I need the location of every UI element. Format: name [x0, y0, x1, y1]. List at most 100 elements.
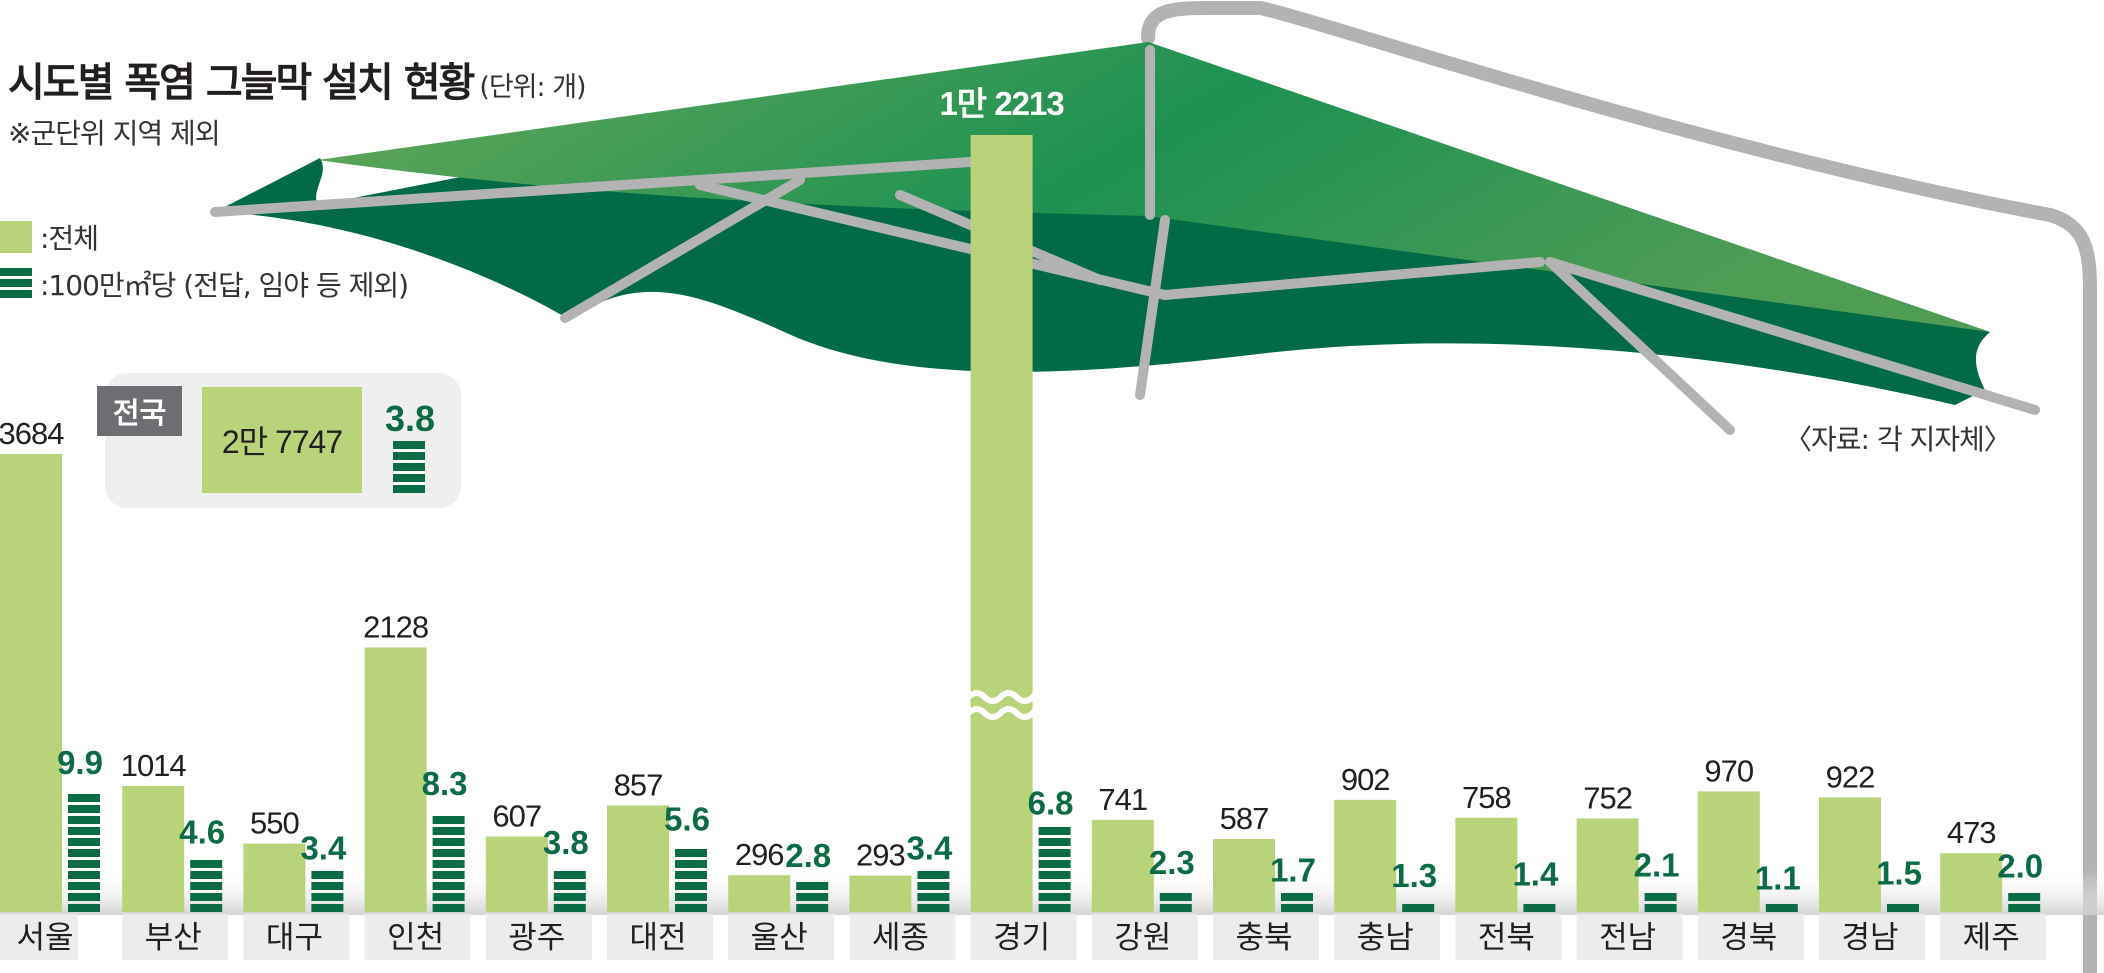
national-density-value: 3.8 [384, 398, 436, 439]
density-stripe [432, 816, 465, 824]
density-stripe [432, 882, 465, 890]
density-stripe [675, 893, 707, 901]
density-stripe [553, 882, 586, 890]
legend-swatch-total [0, 221, 32, 253]
bar-density-2 [190, 860, 223, 912]
legend-label-total: :전체 [40, 222, 99, 255]
bar-total-17 [1940, 853, 2003, 912]
density-stripe [432, 904, 465, 912]
density-stripe [432, 893, 465, 901]
category-bg-7 [728, 914, 835, 960]
density-value-label-6: 5.6 [664, 800, 710, 837]
total-value-label-12: 902 [1341, 762, 1390, 797]
source-note: 〈자료: 각 지자체〉 [1784, 423, 2012, 456]
density-value-label-3: 3.4 [300, 829, 347, 866]
density-stripe [68, 827, 100, 835]
density-value-label-16: 1.5 [1876, 854, 1922, 891]
total-value-label-7: 296 [735, 837, 784, 872]
density-stripe [190, 904, 223, 912]
density-stripe [432, 849, 465, 857]
bar-total-5 [485, 836, 548, 912]
density-stripe [675, 882, 707, 890]
density-stripe [432, 827, 465, 835]
density-stripe [1038, 860, 1071, 868]
national-total-value: 2만 7747 [202, 387, 362, 493]
bar-density-15 [1765, 904, 1798, 912]
category-bg-6 [607, 914, 713, 960]
density-value-label-15: 1.1 [1755, 860, 1801, 897]
density-value-label-7: 2.8 [785, 837, 831, 874]
density-stripe [1523, 904, 1556, 912]
legend-item-density: :100만㎡당 (전답, 임야 등 제외) [0, 262, 409, 306]
total-value-label-4: 2128 [363, 609, 428, 644]
density-stripe [675, 849, 707, 857]
category-label-10: 강원 [1114, 920, 1171, 956]
umbrella-underside [215, 42, 1990, 405]
density-stripe [190, 893, 223, 901]
category-bg-15 [1697, 914, 1804, 960]
density-stripe [1038, 871, 1071, 879]
total-value-label-17: 473 [1947, 815, 1996, 850]
bar-total-15 [1697, 791, 1760, 912]
total-value-label-13: 758 [1462, 780, 1511, 815]
bar-total-8 [849, 875, 912, 912]
density-stripe [1038, 838, 1071, 846]
total-value-label-5: 607 [492, 799, 541, 834]
density-stripe [68, 838, 100, 846]
density-stripe [917, 882, 950, 890]
density-stripe [796, 904, 829, 912]
density-stripe [1887, 904, 1919, 912]
category-label-3: 대구 [266, 920, 323, 956]
density-value-label-2: 4.6 [179, 814, 225, 851]
density-stripe [553, 904, 586, 912]
density-stripe [68, 816, 100, 824]
category-bg-3 [243, 914, 350, 960]
category-label-6: 대전 [629, 920, 686, 956]
density-stripe [1038, 893, 1071, 901]
category-bg-1 [0, 914, 78, 960]
category-bg-13 [1455, 914, 1562, 960]
bar-density-14 [1644, 893, 1677, 912]
bar-density-4 [432, 816, 465, 912]
category-label-2: 부산 [145, 920, 202, 956]
total-value-label-6: 857 [614, 767, 663, 802]
bar-total-13 [1455, 817, 1518, 912]
density-stripe [1644, 904, 1677, 912]
total-value-label-14: 752 [1583, 781, 1632, 816]
category-bg-16 [1819, 914, 1925, 960]
category-label-16: 경남 [1841, 920, 1898, 956]
density-value-label-10: 2.3 [1149, 844, 1195, 881]
category-label-4: 인천 [387, 920, 444, 956]
density-value-label-5: 3.8 [543, 824, 589, 861]
density-stripe [68, 860, 100, 868]
density-stripe [190, 882, 223, 890]
density-stripe [1038, 882, 1071, 890]
density-stripe [68, 904, 100, 912]
density-stripe [1644, 893, 1677, 901]
break-wave-1 [966, 690, 1051, 704]
bar-total-1 [0, 454, 62, 912]
density-stripe [311, 882, 344, 890]
category-label-8: 세종 [872, 920, 929, 956]
density-value-label-12: 1.3 [1391, 857, 1437, 894]
density-stripe [675, 904, 707, 912]
density-stripe [553, 893, 586, 901]
category-label-17: 제주 [1963, 920, 2020, 956]
bar-total-9 [970, 135, 1033, 912]
category-bg-2 [122, 914, 229, 960]
density-stripe [796, 882, 829, 890]
density-stripe [2008, 893, 2041, 901]
density-value-label-8: 3.4 [906, 829, 953, 866]
density-stripe [432, 871, 465, 879]
exclusion-note: ※군단위 지역 제외 [8, 117, 221, 150]
density-stripe [68, 805, 100, 813]
bar-density-16 [1887, 904, 1919, 912]
legend-item-total: :전체 [0, 215, 408, 259]
total-value-label-10: 741 [1098, 782, 1147, 817]
bar-density-8 [917, 871, 950, 912]
umbrella-frame [1141, 0, 2097, 973]
total-value-label-8: 293 [856, 838, 905, 873]
density-stripe [675, 860, 707, 868]
category-bg-17 [1940, 914, 2047, 960]
category-label-13: 전북 [1478, 920, 1535, 956]
